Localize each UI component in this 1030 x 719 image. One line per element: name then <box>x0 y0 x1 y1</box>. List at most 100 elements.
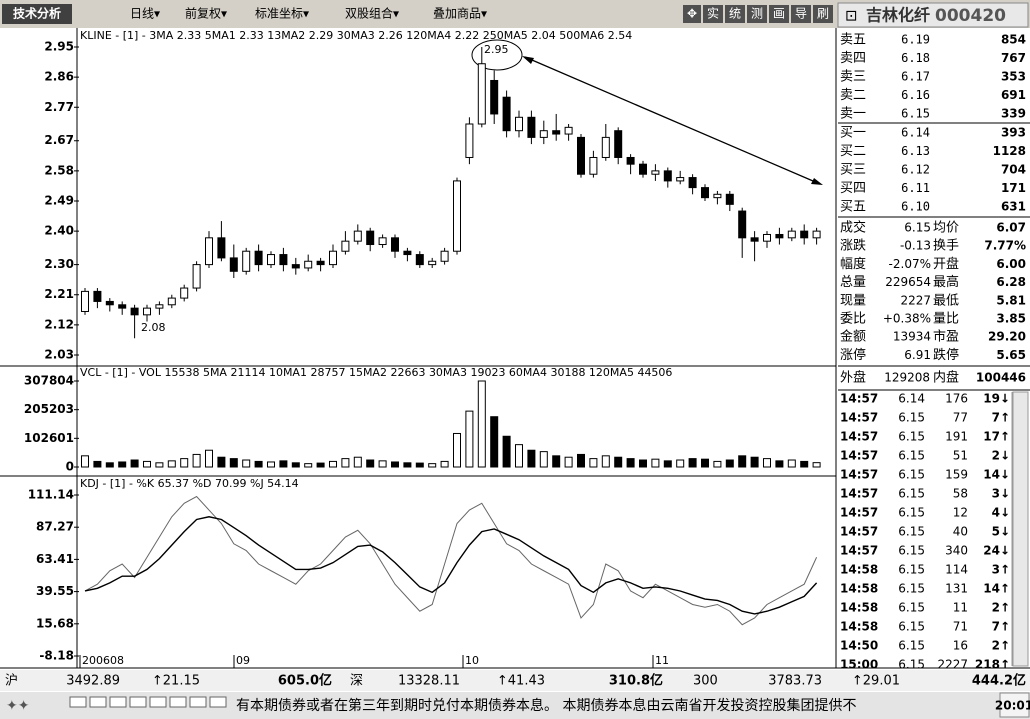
ticker-button[interactable] <box>169 696 187 708</box>
tool-label[interactable]: 画 <box>773 7 785 21</box>
tool-label[interactable]: 实 <box>707 6 719 21</box>
index-cell: 310.8亿 <box>609 673 663 689</box>
quote-cell: 176 <box>945 392 968 406</box>
quote-cell: 14:57 <box>840 392 878 406</box>
menu-item[interactable]: 双股组合▾ <box>345 6 399 21</box>
quote-cell: 704 <box>1001 163 1026 177</box>
ticker-button[interactable] <box>189 696 207 708</box>
volume-bar <box>577 453 585 468</box>
quote-cell: 买二 <box>840 144 866 159</box>
volume-bar <box>415 462 424 468</box>
volume-bar <box>812 462 821 468</box>
quote-cell: 6.15 <box>898 544 925 558</box>
volume-bar <box>775 460 784 468</box>
quote-cell: 14:57 <box>840 525 878 539</box>
ticker-button[interactable] <box>129 696 147 708</box>
tool-button[interactable] <box>813 5 833 23</box>
candle-body <box>279 254 288 266</box>
volume-bar <box>614 456 623 468</box>
volume-bar <box>81 455 89 468</box>
volume-bar <box>205 449 213 468</box>
volume-bar <box>155 462 164 468</box>
candle-body <box>812 230 821 239</box>
y-tick-label: 15.68 <box>36 616 74 630</box>
tech-title[interactable]: 技术分析 <box>13 6 61 21</box>
quote-cell: 393 <box>1001 126 1026 140</box>
quote-cell: 767 <box>1001 51 1026 65</box>
ticker-button[interactable] <box>69 696 87 708</box>
quote-cell: 71 <box>953 620 968 634</box>
tool-button[interactable] <box>725 5 745 23</box>
quote-cell: 77 <box>953 411 968 425</box>
candle-body <box>589 156 598 175</box>
stock-icon: ⊡ <box>845 7 858 25</box>
quote-cell: 6.15 <box>898 525 925 539</box>
tool-label[interactable]: 刷 <box>817 7 829 21</box>
quote-cell: 买四 <box>840 181 866 196</box>
y-tick-label: 2.12 <box>44 317 74 331</box>
quote-cell: 2227 <box>937 658 968 672</box>
quote-cell: 14:58 <box>840 620 878 634</box>
tool-label[interactable]: 统 <box>729 7 741 21</box>
quote-cell: 19↓ <box>983 392 1010 406</box>
candle-body <box>254 250 263 266</box>
ticker-button[interactable] <box>109 696 127 708</box>
quote-cell: 涨停 <box>840 347 866 363</box>
legend: KLINE - [1] - 3MA 2.33 5MA1 2.33 13MA2 2… <box>80 29 632 42</box>
quote-cell: 218↑ <box>975 658 1010 672</box>
volume-bar <box>465 410 474 468</box>
quote-cell: 幅度 <box>840 256 866 272</box>
quote-cell: 6.14 <box>901 126 930 140</box>
ticker-button[interactable] <box>149 696 167 708</box>
volume-bar <box>589 458 598 468</box>
menu-item[interactable]: 标准坐标▾ <box>255 7 309 21</box>
candle-body <box>453 180 461 252</box>
tool-button[interactable] <box>747 5 767 23</box>
candle-body <box>539 130 548 138</box>
tool-button[interactable] <box>683 5 701 23</box>
candle-body <box>229 257 238 272</box>
quote-cell: 5.65 <box>996 348 1026 362</box>
tool-label[interactable]: 测 <box>751 7 763 21</box>
candle-body <box>130 307 139 316</box>
quote-cell: 854 <box>1001 33 1026 47</box>
y-tick-label: 2.03 <box>44 348 74 362</box>
quote-cell: 14↓ <box>983 468 1010 482</box>
quote-cell: 成交 <box>840 220 866 236</box>
volume-bar <box>254 460 263 468</box>
volume-bar <box>267 461 275 468</box>
date-label: 11 <box>655 654 669 667</box>
ticker-button[interactable] <box>89 696 107 708</box>
tool-button[interactable] <box>703 5 723 23</box>
candle-body <box>267 254 275 266</box>
quote-cell: 339 <box>1001 107 1026 121</box>
tool-button[interactable] <box>791 5 811 23</box>
volume-bar <box>143 460 151 468</box>
menu-item[interactable]: 前复权▾ <box>185 6 227 21</box>
quote-cell: 2↓ <box>992 449 1010 463</box>
y-tick-label: 63.41 <box>36 552 74 566</box>
quote-cell: 最低 <box>933 293 959 308</box>
volume-bar <box>291 462 300 468</box>
date-label: 10 <box>465 654 479 667</box>
menu-item[interactable]: 叠加商品▾ <box>433 6 487 21</box>
tool-button[interactable] <box>769 5 789 23</box>
y-tick-label: -8.18 <box>39 649 74 663</box>
quote-cell: 金额 <box>840 329 866 345</box>
candle-body <box>366 230 375 246</box>
scrollbar[interactable] <box>1012 391 1029 667</box>
candle-body <box>378 237 387 246</box>
menu-item[interactable]: 日线▾ <box>130 7 160 21</box>
candle-body <box>477 63 486 125</box>
ticker-button[interactable] <box>209 696 227 708</box>
kdj-line <box>84 495 818 626</box>
quote-cell: 5↓ <box>992 525 1010 539</box>
quote-cell: 14:58 <box>840 582 878 596</box>
tech-button[interactable] <box>2 4 72 24</box>
quote-cell: 6.13 <box>901 144 930 158</box>
quote-cell: 卖三 <box>840 70 866 85</box>
tool-label[interactable]: 导 <box>795 7 807 21</box>
candle-body <box>205 237 213 266</box>
volume-bar <box>428 463 437 468</box>
candle-body <box>93 290 102 302</box>
